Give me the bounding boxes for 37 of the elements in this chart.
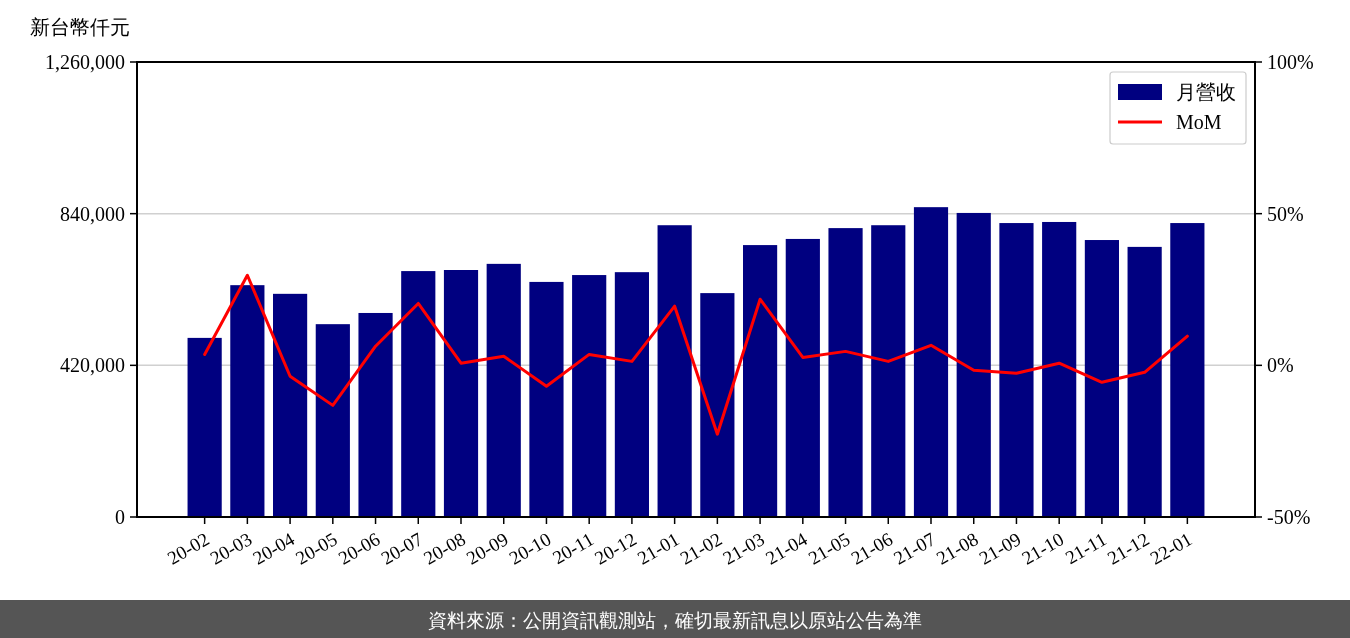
bar (999, 223, 1034, 517)
y-tick-label: 1,260,000 (45, 51, 125, 73)
bar (401, 271, 436, 517)
y2-tick-label: 100% (1267, 51, 1314, 73)
y-axis-title: 新台幣仟元 (30, 16, 130, 38)
bar (358, 312, 393, 517)
y-tick-label: 840,000 (60, 202, 125, 225)
bar (956, 212, 991, 517)
bar (529, 281, 564, 517)
bar (443, 270, 479, 517)
bar (273, 293, 308, 517)
bar (1042, 221, 1077, 517)
line-series (203, 273, 1189, 436)
source-note: 資料來源：公開資訊觀測站，確切最新訊息以原站公告為準 (428, 609, 922, 631)
y2-tick-label: 0% (1267, 354, 1294, 377)
y-tick-label: 420,000 (60, 354, 125, 377)
bar (743, 245, 778, 517)
bar (913, 207, 949, 517)
bar (700, 293, 735, 517)
y2-tick-label: 50% (1267, 202, 1304, 225)
y2-tick-label: -50% (1267, 506, 1311, 528)
bar (187, 337, 222, 517)
bar (1127, 246, 1162, 517)
bar (614, 272, 649, 517)
bar (1084, 240, 1119, 517)
bar (828, 228, 863, 517)
bar (230, 285, 265, 517)
legend-label: 月營收 (1176, 81, 1236, 103)
bar (572, 275, 607, 517)
bar (486, 263, 521, 517)
legend-label: MoM (1176, 111, 1222, 133)
bar (871, 225, 906, 517)
bar (315, 324, 350, 517)
y-tick-label: 0 (115, 506, 125, 528)
bar (657, 225, 692, 517)
bar (1170, 223, 1205, 517)
bar (785, 238, 820, 517)
